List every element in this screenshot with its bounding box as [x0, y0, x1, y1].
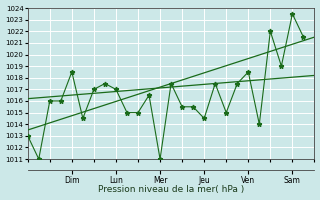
X-axis label: Pression niveau de la mer( hPa ): Pression niveau de la mer( hPa ) — [98, 185, 244, 194]
